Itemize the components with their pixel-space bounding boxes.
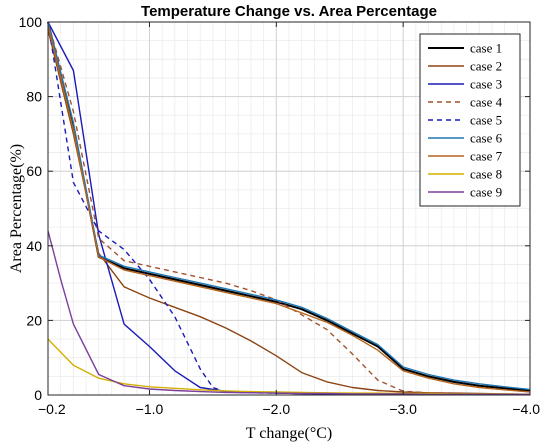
y-tick-label: 0 (34, 387, 42, 403)
y-tick-label: 60 (26, 163, 42, 179)
chart-title: Temperature Change vs. Area Percentage (141, 3, 437, 20)
x-axis-label: T change(°C) (246, 425, 333, 442)
series-line-case-1 (47, 21, 531, 392)
legend-label: case 2 (470, 59, 502, 74)
ticks-layer: 0 20 40 60 80 100 −0.2 −1.0 −2.0 −3.0 −4.0 (19, 14, 541, 417)
y-tick-label: 40 (26, 238, 42, 254)
x-tick-label: −1.0 (136, 401, 164, 417)
y-tick-label: 20 (26, 312, 42, 328)
y-tick-label: 80 (26, 89, 42, 105)
series-line-case-2 (47, 29, 531, 395)
x-tick-label: −2.0 (262, 401, 290, 417)
legend-label: case 4 (470, 95, 503, 110)
y-tick-label: 100 (19, 14, 43, 30)
legend-box (419, 33, 521, 207)
legend-label: case 5 (470, 113, 502, 128)
series-line-case-7 (47, 25, 531, 393)
legend-label: case 9 (470, 185, 502, 200)
legend-label: case 8 (470, 167, 502, 182)
x-tick-label: −3.0 (389, 401, 417, 417)
legend-label: case 6 (470, 131, 503, 146)
x-tick-label: −4.0 (512, 401, 540, 417)
x-tick-label: −0.2 (38, 401, 66, 417)
legend-label: case 1 (470, 41, 502, 56)
plot-frame (47, 21, 531, 396)
legend-label: case 7 (470, 149, 503, 164)
y-axis-label: Area Percentage(%) (8, 144, 25, 273)
legend-label: case 3 (470, 77, 502, 92)
series-line-case-6 (47, 21, 531, 391)
legend: case 1 case 2 case 3 case 4 case 5 case 6 case… (419, 33, 521, 207)
